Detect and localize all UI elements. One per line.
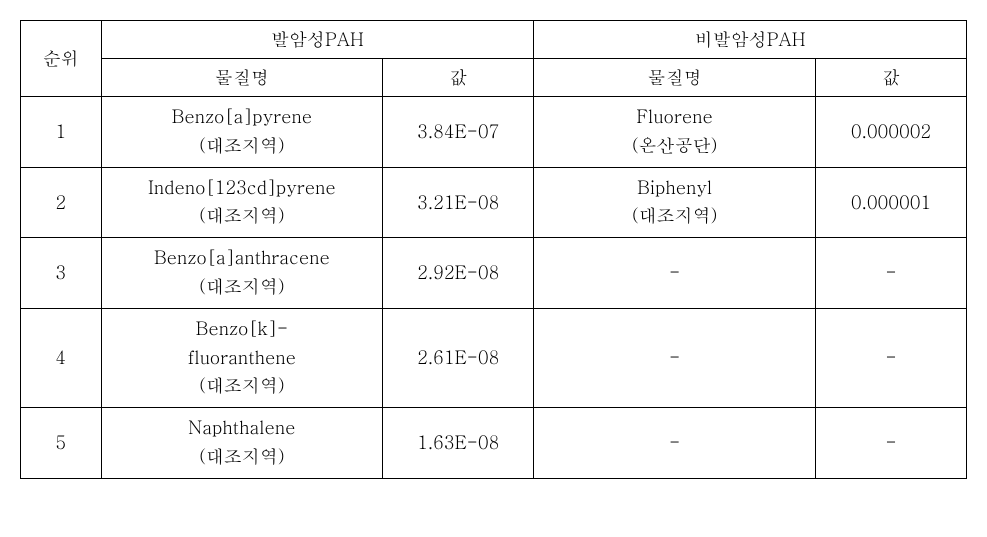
cell-text-line: Benzo[k]- (196, 316, 288, 341)
cell-g1-name: Benzo[a]pyrene (대조지역) (101, 97, 383, 168)
cell-text-line: (대조지역) (632, 203, 718, 228)
cell-rank: 4 (21, 308, 102, 407)
cell-text-line: (대조지역) (199, 203, 285, 228)
cell-rank: 2 (21, 167, 102, 238)
cell-text-line: (대조지역) (199, 274, 285, 299)
header-g1-name: 물질명 (101, 59, 383, 97)
cell-g1-name: Naphthalene (대조지역) (101, 408, 383, 479)
cell-text-line: (대조지역) (199, 133, 285, 158)
cell-g2-value: - (816, 238, 967, 309)
cell-g1-name: Benzo[a]anthracene (대조지역) (101, 238, 383, 309)
table-row: 4 Benzo[k]- fluoranthene (대조지역) 2.61E-08… (21, 308, 967, 407)
header-g2-value: 값 (816, 59, 967, 97)
cell-g1-name: Indeno[123cd]pyrene (대조지역) (101, 167, 383, 238)
header-row-1: 순위 발암성PAH 비발암성PAH (21, 21, 967, 59)
header-g1-value: 값 (383, 59, 534, 97)
cell-text-line: Benzo[a]anthracene (154, 245, 330, 270)
cell-g2-name: Fluorene (온산공단) (534, 97, 816, 168)
cell-g2-name: - (534, 238, 816, 309)
cell-g1-value: 3.21E-08 (383, 167, 534, 238)
header-group1: 발암성PAH (101, 21, 534, 59)
cell-g2-value: 0.000001 (816, 167, 967, 238)
table-row: 2 Indeno[123cd]pyrene (대조지역) 3.21E-08 Bi… (21, 167, 967, 238)
cell-text-line: Indeno[123cd]pyrene (148, 175, 336, 200)
cell-text-line: Naphthalene (188, 415, 295, 440)
cell-g2-name: - (534, 308, 816, 407)
cell-g1-value: 2.61E-08 (383, 308, 534, 407)
cell-g2-value: - (816, 408, 967, 479)
cell-g2-value: 0.000002 (816, 97, 967, 168)
cell-g1-value: 1.63E-08 (383, 408, 534, 479)
cell-g2-name: Biphenyl (대조지역) (534, 167, 816, 238)
header-row-2: 물질명 값 물질명 값 (21, 59, 967, 97)
header-group2: 비발암성PAH (534, 21, 967, 59)
cell-rank: 3 (21, 238, 102, 309)
cell-g2-value: - (816, 308, 967, 407)
cell-text-line: (대조지역) (199, 373, 285, 398)
cell-text-line: Biphenyl (637, 175, 712, 200)
table-row: 1 Benzo[a]pyrene (대조지역) 3.84E-07 Fluoren… (21, 97, 967, 168)
cell-g1-value: 2.92E-08 (383, 238, 534, 309)
cell-text-line: (대조지역) (199, 444, 285, 469)
pah-data-table: 순위 발암성PAH 비발암성PAH 물질명 값 물질명 값 1 Benzo[a]… (20, 20, 967, 479)
cell-text-line: Fluorene (636, 104, 712, 129)
cell-rank: 1 (21, 97, 102, 168)
header-g2-name: 물질명 (534, 59, 816, 97)
table-row: 5 Naphthalene (대조지역) 1.63E-08 - - (21, 408, 967, 479)
cell-text-line: Benzo[a]pyrene (172, 104, 312, 129)
cell-text-line: (온산공단) (632, 133, 718, 158)
cell-rank: 5 (21, 408, 102, 479)
cell-g1-value: 3.84E-07 (383, 97, 534, 168)
table-row: 3 Benzo[a]anthracene (대조지역) 2.92E-08 - - (21, 238, 967, 309)
cell-g1-name: Benzo[k]- fluoranthene (대조지역) (101, 308, 383, 407)
cell-text-line: fluoranthene (188, 345, 296, 370)
header-rank: 순위 (21, 21, 102, 97)
cell-g2-name: - (534, 408, 816, 479)
